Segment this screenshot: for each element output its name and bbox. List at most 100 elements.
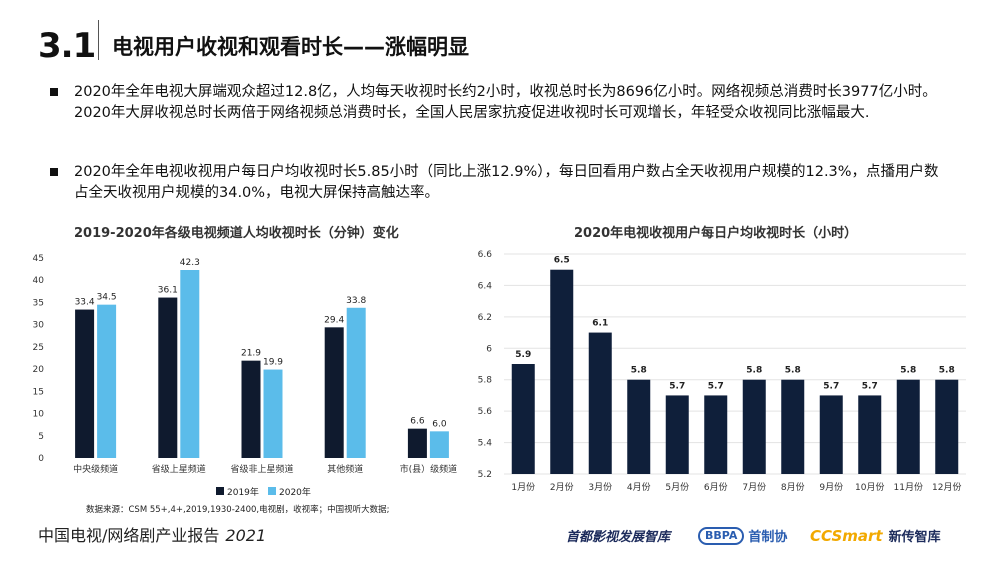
data-label: 36.1 <box>158 286 178 296</box>
data-label: 34.5 <box>97 293 117 303</box>
y-tick-label: 15 <box>33 387 44 397</box>
chart-2-title: 2020年电视收视用户每日户均收视时长（小时） <box>574 226 858 241</box>
bar <box>819 395 843 474</box>
data-label: 29.4 <box>324 315 344 325</box>
report-year: 2021 <box>225 526 267 545</box>
section-number: 3.1 <box>38 26 96 66</box>
bar <box>742 379 766 474</box>
data-label: 5.8 <box>900 366 916 376</box>
bar <box>429 431 449 458</box>
legend-label: 2019年 <box>227 486 259 498</box>
x-tick-label: 8月份 <box>781 481 805 493</box>
legend-label: 2020年 <box>279 486 311 498</box>
data-label: 5.7 <box>823 381 839 391</box>
x-tick-label: 其他频道 <box>327 463 363 475</box>
bar <box>665 395 689 474</box>
logo-bbpa: BBPA 首制协 <box>698 526 787 545</box>
bullet-marker <box>50 88 58 96</box>
data-label: 5.7 <box>862 381 878 391</box>
bar <box>97 304 117 458</box>
x-tick-label: 中央级频道 <box>73 463 118 475</box>
x-tick-label: 省级非上星频道 <box>230 463 293 475</box>
page-title: 电视用户收视和观看时长——涨幅明显 <box>112 35 469 59</box>
bar <box>588 332 612 474</box>
y-tick-label: 45 <box>33 254 44 264</box>
y-tick-label: 40 <box>33 276 45 286</box>
bar <box>896 379 920 474</box>
bar <box>627 379 651 474</box>
bar <box>346 307 366 458</box>
bar <box>407 428 427 458</box>
ccsmart-brand: CCSmart <box>810 526 883 545</box>
data-label: 5.7 <box>708 381 724 391</box>
x-tick-label: 5月份 <box>665 481 689 493</box>
data-label: 5.8 <box>631 366 647 376</box>
data-label: 5.8 <box>746 366 762 376</box>
bar <box>704 395 728 474</box>
y-tick-label: 20 <box>33 365 45 375</box>
bbpa-badge: BBPA <box>698 526 745 545</box>
bar <box>511 364 535 474</box>
y-tick-label: 6.2 <box>478 313 492 323</box>
footer-report-title: 中国电视/网络剧产业报告 2021 <box>38 522 266 546</box>
chart-1-title: 2019-2020年各级电视频道人均收视时长（分钟）变化 <box>74 226 399 241</box>
y-tick-label: 30 <box>33 321 45 331</box>
x-tick-label: 7月份 <box>742 481 766 493</box>
data-label: 5.9 <box>515 350 531 360</box>
legend-swatch <box>216 487 224 495</box>
monthly-duration-chart: 5.2 5.4 5.6 5.8 6 6.2 6.4 6.6 5.9 1月份 6.5 2月份 6.1 3月份… <box>478 250 966 493</box>
title-separator <box>98 20 99 60</box>
y-tick-label: 5.2 <box>478 470 492 480</box>
data-label: 6.5 <box>554 256 570 266</box>
bar <box>324 327 344 458</box>
bullet-text: 2020年全年电视大屏端观众超过12.8亿，人均每天收视时长约2小时，收视总时长… <box>74 84 937 121</box>
y-tick-label: 10 <box>33 410 45 420</box>
bullet-1: 2020年全年电视大屏端观众超过12.8亿，人均每天收视时长约2小时，收视总时长… <box>50 82 950 124</box>
logo-ccsmart: CCSmart 新传智库 <box>810 526 941 546</box>
bar <box>180 270 200 458</box>
bar <box>263 369 283 458</box>
x-tick-label: 1月份 <box>511 481 535 493</box>
bar <box>158 297 178 458</box>
x-tick-label: 6月份 <box>704 481 728 493</box>
bar <box>75 309 95 458</box>
bullet-2: 2020年全年电视收视用户每日户均收视时长5.85小时（同比上涨12.9%），每… <box>50 162 950 204</box>
y-tick-label: 6.6 <box>478 250 493 260</box>
report-title: 中国电视/网络剧产业报告 <box>38 526 220 545</box>
x-tick-label: 市(县）级频道 <box>400 463 458 475</box>
ccsmart-text: 新传智库 <box>888 530 941 545</box>
x-tick-label: 2月份 <box>550 481 574 493</box>
data-label: 5.7 <box>669 381 685 391</box>
x-tick-label: 10月份 <box>855 481 884 493</box>
data-label: 5.8 <box>785 366 801 376</box>
legend-swatch <box>268 487 276 495</box>
data-label: 33.4 <box>75 298 95 308</box>
y-tick-label: 25 <box>33 343 44 353</box>
bar <box>550 269 574 474</box>
bullet-text: 2020年全年电视收视用户每日户均收视时长5.85小时（同比上涨12.9%），每… <box>74 164 939 201</box>
x-tick-label: 9月份 <box>819 481 843 493</box>
x-tick-label: 12月份 <box>932 481 961 493</box>
data-label: 19.9 <box>263 358 283 368</box>
y-tick-label: 6.4 <box>478 281 493 291</box>
bar <box>858 395 882 474</box>
data-label: 42.3 <box>180 258 200 268</box>
data-label: 6.6 <box>410 417 425 427</box>
y-tick-label: 0 <box>38 454 44 464</box>
bar <box>781 379 805 474</box>
channel-duration-chart: 0 5 10 15 20 25 30 35 40 45 33.4 34.5 中央级频道 36.1 42.3 省… <box>33 254 458 498</box>
bar <box>241 360 261 458</box>
x-tick-label: 11月份 <box>894 481 923 493</box>
data-source-note: 数据来源：CSM 55+,4+,2019,1930-2400,电视剧，收视率；中… <box>86 505 390 515</box>
x-tick-label: 省级上星频道 <box>152 463 206 475</box>
bullet-marker <box>50 168 58 176</box>
bbpa-text: 首制协 <box>748 530 788 545</box>
y-tick-label: 5.8 <box>478 376 493 386</box>
y-tick-label: 5.4 <box>478 439 493 449</box>
logo-capital-film-think-tank: 首都影视发展智库 <box>566 530 671 545</box>
data-label: 5.8 <box>939 366 955 376</box>
x-tick-label: 4月份 <box>627 481 651 493</box>
data-label: 6.1 <box>592 319 608 329</box>
data-label: 6.0 <box>432 419 447 429</box>
